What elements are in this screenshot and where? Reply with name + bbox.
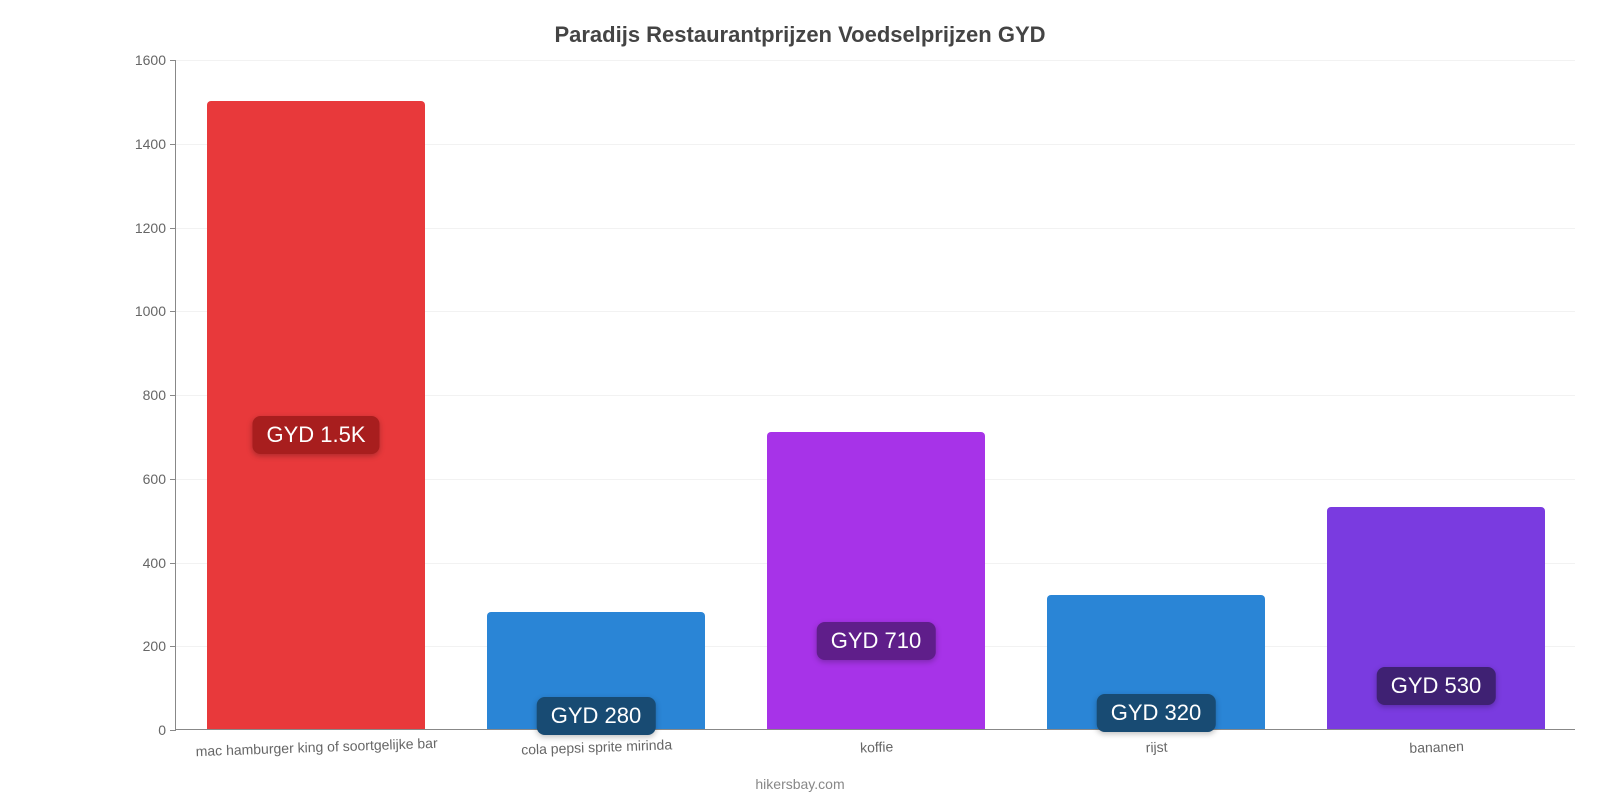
value-badge: GYD 530 bbox=[1377, 667, 1496, 705]
ytick-label: 1200 bbox=[135, 220, 176, 236]
value-badge: GYD 1.5K bbox=[252, 416, 379, 454]
ytick-label: 1000 bbox=[135, 303, 176, 319]
ytick-label: 400 bbox=[143, 555, 176, 571]
ytick-label: 0 bbox=[158, 722, 176, 738]
ytick-label: 1600 bbox=[135, 52, 176, 68]
chart-title: Paradijs Restaurantprijzen Voedselprijze… bbox=[0, 22, 1600, 48]
xtick-label: bananen bbox=[1409, 728, 1464, 756]
bar bbox=[767, 432, 985, 729]
gridline bbox=[176, 60, 1575, 61]
plot-area: 02004006008001000120014001600mac hamburg… bbox=[175, 60, 1575, 730]
value-badge: GYD 280 bbox=[537, 697, 656, 735]
ytick-label: 800 bbox=[143, 387, 176, 403]
xtick-label: mac hamburger king of soortgelijke bar bbox=[195, 725, 438, 759]
ytick-label: 1400 bbox=[135, 136, 176, 152]
xtick-label: koffie bbox=[859, 728, 893, 755]
bar-chart: Paradijs Restaurantprijzen Voedselprijze… bbox=[0, 0, 1600, 800]
xtick-label: rijst bbox=[1145, 729, 1168, 756]
value-badge: GYD 710 bbox=[817, 622, 936, 660]
value-badge: GYD 320 bbox=[1097, 694, 1216, 732]
ytick-label: 600 bbox=[143, 471, 176, 487]
source-label: hikersbay.com bbox=[0, 776, 1600, 792]
ytick-label: 200 bbox=[143, 638, 176, 654]
